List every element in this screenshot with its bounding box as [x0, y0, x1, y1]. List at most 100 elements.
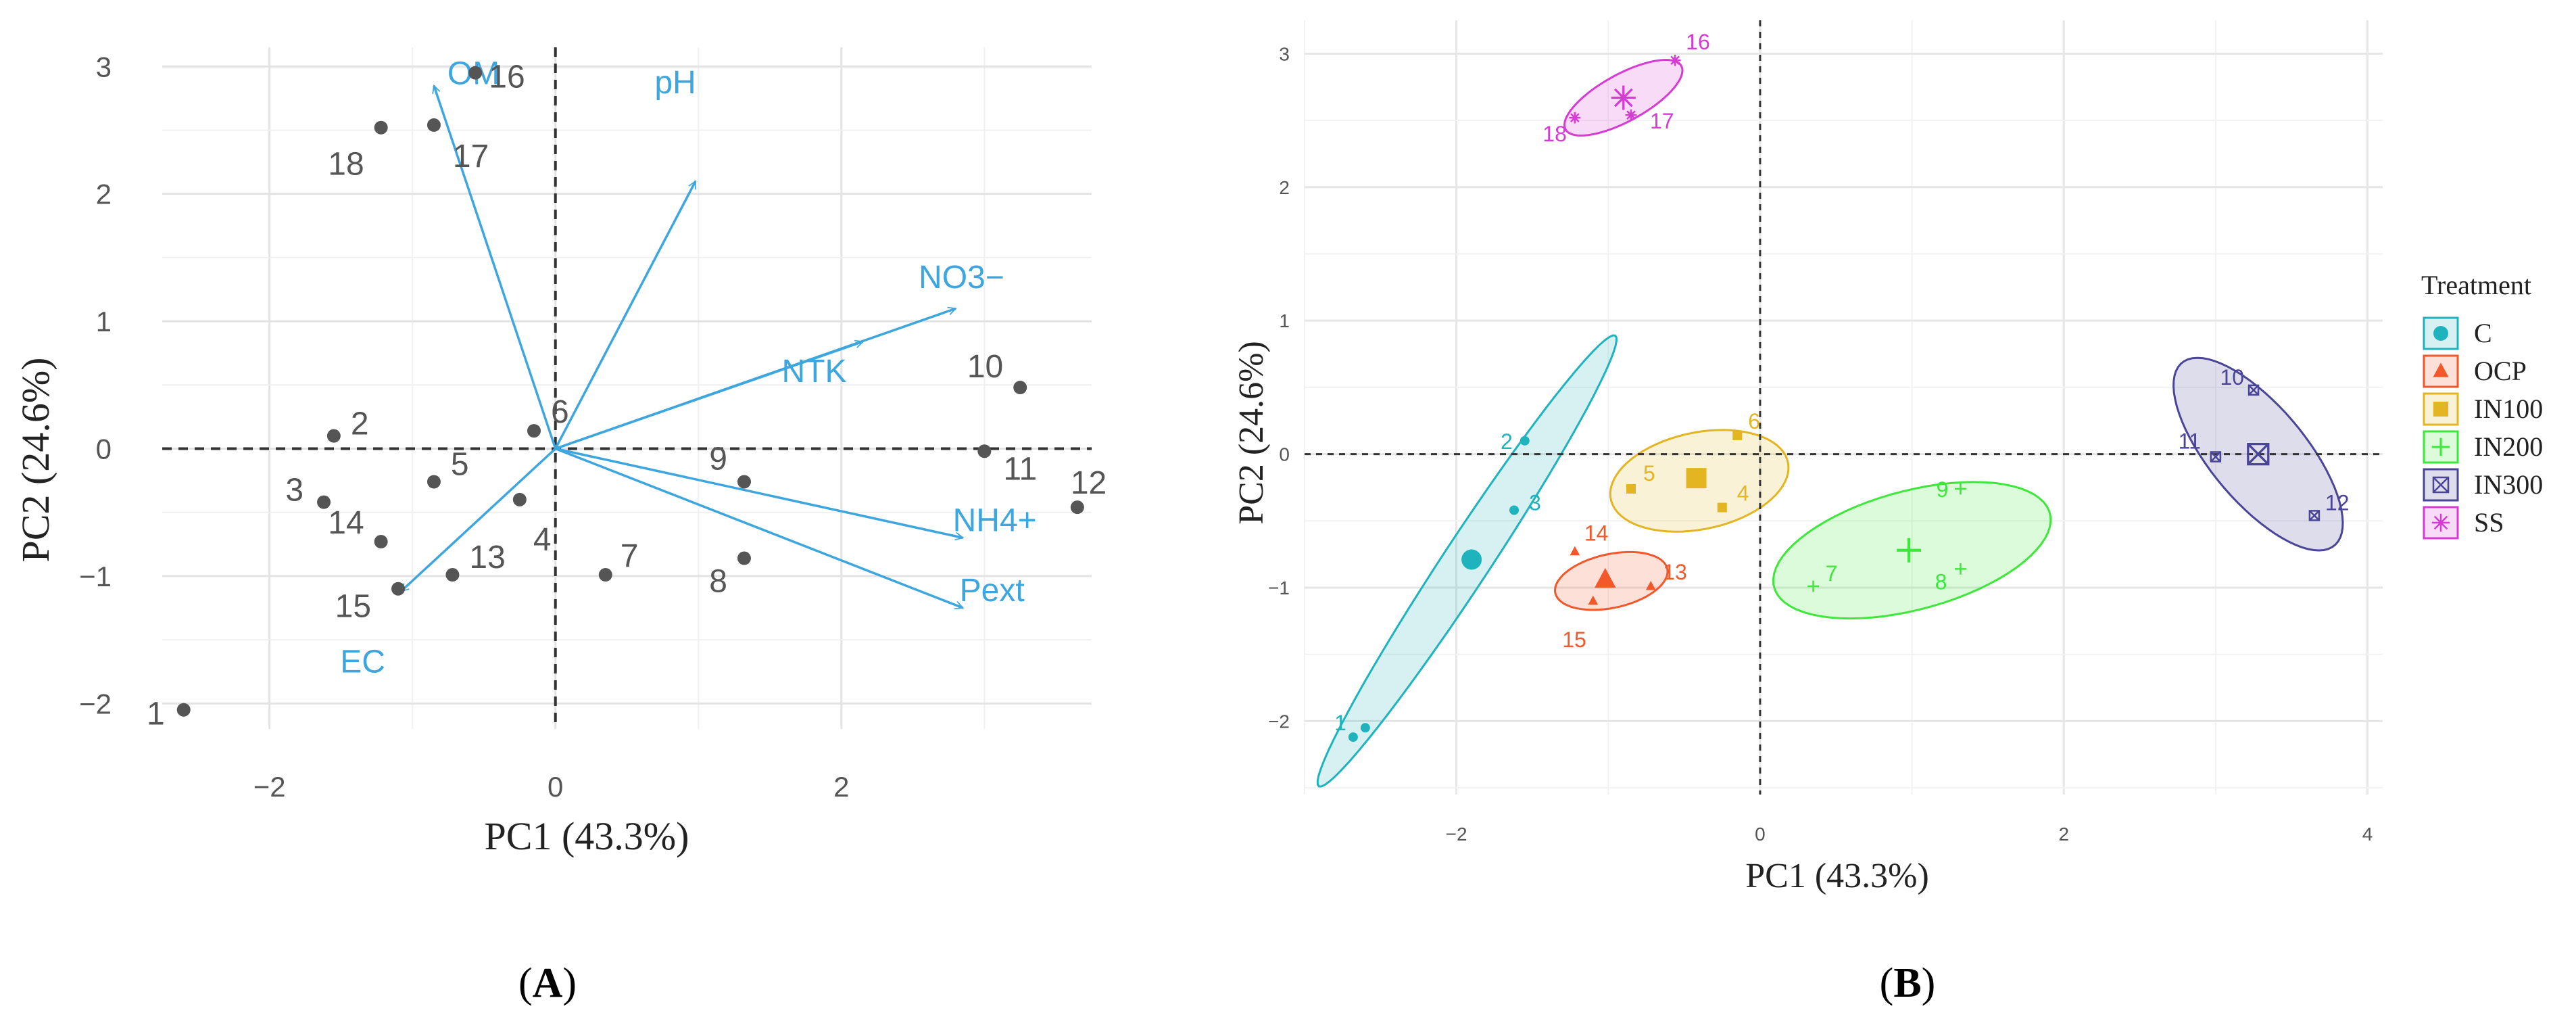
point-3: [317, 495, 331, 509]
y-tick-label: −1: [1268, 577, 1290, 598]
y-tick-label: 3: [1279, 43, 1290, 64]
panel-a-y-axis-title: PC2 (24.6%): [14, 358, 57, 563]
point-label-17: 17: [1650, 109, 1674, 133]
point-label-3: 3: [285, 473, 303, 509]
legend-marker-in300: [2432, 476, 2450, 494]
panel-a-x-axis-title: PC1 (43.3%): [485, 814, 689, 858]
legend-marker-in100: [2433, 402, 2448, 417]
point-label-4: 4: [533, 522, 552, 558]
legend-label-in200: IN200: [2474, 431, 2543, 462]
y-tick-label: −1: [79, 561, 112, 592]
legend-label-ss: SS: [2474, 507, 2504, 538]
point-label-4: 4: [1737, 481, 1749, 506]
point-17-ss: [1625, 109, 1637, 121]
x-tick-label: −2: [253, 771, 286, 803]
y-tick-label: 0: [96, 433, 112, 465]
point-label-5: 5: [451, 446, 469, 482]
point-9: [737, 475, 751, 489]
legend-marker-in200: [2431, 437, 2450, 456]
loading-arrow-om: [434, 86, 557, 450]
panel-a-zero-lines: [162, 47, 1092, 729]
y-tick-label: 0: [1279, 444, 1290, 465]
point-label-3: 3: [1529, 491, 1541, 515]
legend-label-in300: IN300: [2474, 469, 2543, 500]
point-13: [445, 568, 460, 582]
x-tick-label: 0: [548, 771, 563, 803]
centroid-ss: [1611, 85, 1636, 110]
point-1: [176, 703, 191, 717]
point-label-11: 11: [1003, 451, 1037, 487]
panel-a-grid: [162, 47, 1092, 729]
point-label-7: 7: [621, 538, 639, 574]
point-16: [468, 66, 483, 80]
panel-b-grid: [1304, 20, 2383, 795]
point-label-6: 6: [1748, 409, 1760, 433]
point-extra-c: [1360, 723, 1370, 733]
point-label-13: 13: [469, 540, 505, 575]
point-label-9: 9: [709, 441, 727, 477]
legend-item-ocp: OCP: [2423, 354, 2527, 388]
point-5: [427, 475, 441, 489]
point-18-ss: [1569, 112, 1581, 124]
loading-label-ph: pH: [654, 65, 696, 101]
panel-b-ellipses: [1316, 58, 2344, 788]
legend-label-ocp: OCP: [2474, 356, 2527, 386]
loading-arrow-nh4: [555, 447, 963, 538]
point-label-14: 14: [328, 505, 364, 541]
centroid-ocp: [1595, 567, 1616, 588]
panel-b-legend: Treatment C OCP IN100 IN200 IN300 SS: [2421, 270, 2543, 540]
loading-arrow-ec: [401, 448, 556, 591]
y-tick-label: −2: [1268, 711, 1290, 732]
point-label-8: 8: [1935, 569, 1947, 594]
point-label-10: 10: [2220, 365, 2244, 389]
point-3-c: [1509, 505, 1520, 515]
loading-label-no3: NO3−: [919, 260, 1004, 295]
point-12: [1070, 500, 1084, 515]
point-17: [427, 118, 441, 132]
point-label-12: 12: [2325, 490, 2350, 515]
legend-item-in100: IN100: [2423, 392, 2543, 426]
centroid-in100: [1686, 468, 1707, 489]
panel-b-zero-lines: [1305, 20, 2383, 795]
point-label-1: 1: [1334, 711, 1346, 735]
point-12-in300: [2308, 510, 2320, 521]
point-13-ocp: [1645, 580, 1656, 590]
point-15-ocp: [1588, 595, 1599, 605]
loading-label-pext: Pext: [960, 573, 1025, 609]
point-label-9: 9: [1937, 477, 1949, 502]
point-15: [391, 582, 406, 596]
point-label-5: 5: [1643, 461, 1655, 486]
legend-label-in100: IN100: [2474, 394, 2543, 424]
point-7-in200: [1807, 580, 1819, 592]
point-4: [512, 492, 527, 506]
point-label-18: 18: [328, 147, 364, 183]
centroid-c: [1461, 549, 1482, 570]
point-8-in200: [1955, 563, 1966, 575]
panel-b-y-axis-title: PC2 (24.6%): [1232, 341, 1271, 525]
panel-a-tick-labels: −2 0 2 −2 −1 0 1 2 3: [79, 51, 849, 803]
centroid-in200: [1897, 538, 1922, 563]
point-5-in100: [1626, 483, 1636, 494]
legend-title: Treatment: [2421, 270, 2531, 300]
point-11: [977, 444, 992, 458]
y-tick-label: 3: [96, 51, 112, 82]
centroid-in300: [2247, 442, 2270, 466]
loading-arrow-ph: [554, 181, 697, 450]
x-tick-label: −2: [1446, 824, 1467, 845]
point-4-in100: [1717, 502, 1727, 513]
point-label-14: 14: [1584, 521, 1609, 546]
point-1-c: [1348, 732, 1358, 742]
point-label-2: 2: [1501, 429, 1513, 454]
legend-item-ss: SS: [2423, 506, 2504, 540]
legend-marker-ss: [2431, 513, 2450, 532]
point-label-10: 10: [967, 349, 1003, 385]
point-6-in100: [1732, 430, 1743, 440]
legend-item-in300: IN300: [2423, 468, 2543, 502]
panel-a-label: (A): [518, 960, 577, 1006]
